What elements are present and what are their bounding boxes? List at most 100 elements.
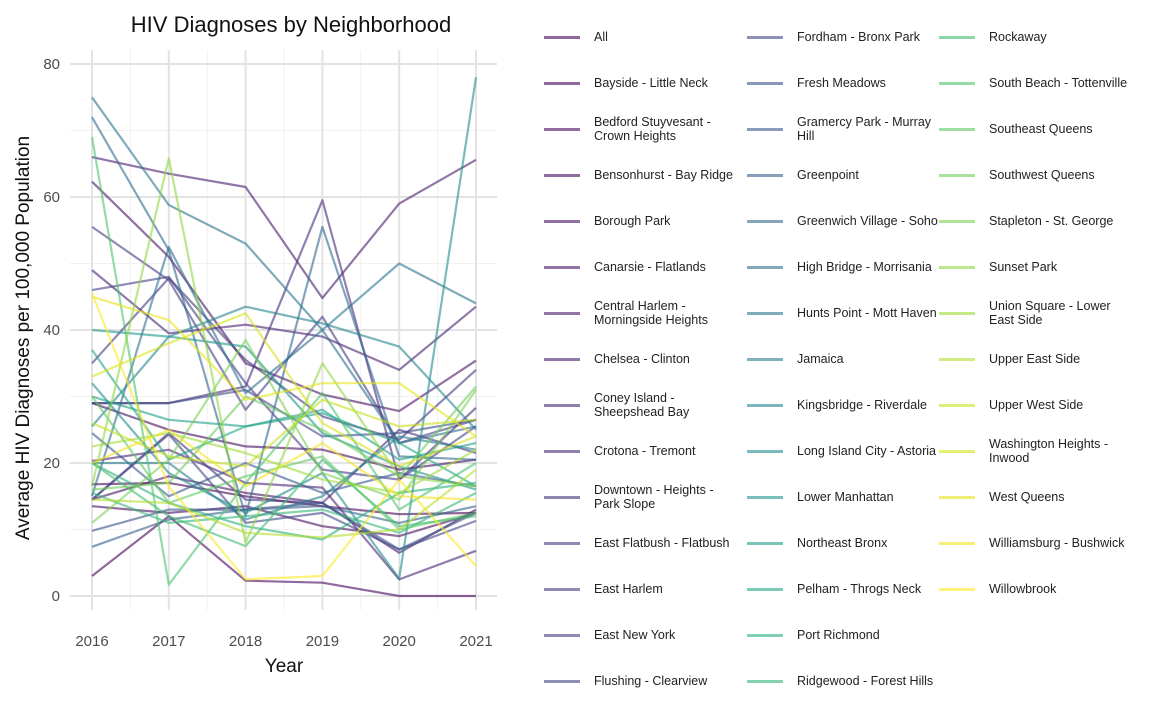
legend-label: Bensonhurst - Bay Ridge <box>594 168 733 182</box>
legend-swatch <box>544 81 580 85</box>
legend-item: Northeast Bronx <box>741 520 941 566</box>
legend-swatch <box>747 495 783 499</box>
series-line <box>91 515 476 598</box>
legend-swatch <box>939 541 975 545</box>
legend-item: Willowbrook <box>933 566 1133 612</box>
series-line <box>90 245 477 497</box>
legend-item: Canarsie - Flatlands <box>538 244 738 290</box>
x-tick-label: 2018 <box>229 633 262 650</box>
legend-label: Bedford Stuyvesant - Crown Heights <box>594 115 711 143</box>
series-line <box>91 180 477 413</box>
series-line <box>91 349 477 488</box>
legend-item: Union Square - Lower East Side <box>933 290 1133 336</box>
series-line <box>91 428 477 501</box>
series-line <box>91 277 477 441</box>
x-axis-label: Year <box>265 656 304 677</box>
legend-item: Chelsea - Clinton <box>538 336 738 382</box>
series-line <box>92 435 477 521</box>
legend-item: Southwest Queens <box>933 152 1133 198</box>
legend-label: Gramercy Park - Murray Hill <box>797 115 932 143</box>
legend-label: Kingsbridge - Riverdale <box>797 398 927 412</box>
y-tick-label: 0 <box>52 588 60 605</box>
legend-item: Upper East Side <box>933 336 1133 382</box>
legend-swatch <box>747 35 783 39</box>
legend-item: Greenpoint <box>741 152 941 198</box>
legend-item: South Beach - Tottenville <box>933 60 1133 106</box>
x-tick-label: 2017 <box>152 633 185 650</box>
legend-swatch <box>544 679 580 683</box>
legend-item: Borough Park <box>538 198 738 244</box>
legend-item: Upper West Side <box>933 382 1133 428</box>
legend-item: Flushing - Clearview <box>538 658 738 704</box>
legend-item: Pelham - Throgs Neck <box>741 566 941 612</box>
legend-swatch <box>544 633 580 637</box>
legend-label: All <box>594 30 608 44</box>
legend-swatch <box>544 449 580 453</box>
legend-swatch <box>747 81 783 85</box>
axes: 2016 2017 2018 2019 2020 2021 0 20 40 60 80 <box>43 56 492 650</box>
legend-item: East Harlem <box>538 566 738 612</box>
legend-label: Canarsie - Flatlands <box>594 260 706 274</box>
legend-label: Borough Park <box>594 214 671 228</box>
legend-label: Union Square - Lower East Side <box>989 299 1111 327</box>
legend-label: Port Richmond <box>797 628 880 642</box>
legend-item: Southeast Queens <box>933 106 1133 152</box>
y-tick-label: 60 <box>43 189 60 206</box>
legend-item: Central Harlem - Morningside Heights <box>538 290 738 336</box>
series-line <box>91 156 477 300</box>
x-tick-label: 2019 <box>306 633 339 650</box>
legend-item: West Queens <box>933 474 1133 520</box>
legend-swatch <box>544 35 580 39</box>
legend-item: Jamaica <box>741 336 941 382</box>
series-line <box>91 398 477 468</box>
legend-label: Williamsburg - Bushwick <box>989 536 1125 550</box>
legend-label: Coney Island - Sheepshead Bay <box>594 391 690 419</box>
legend-label: Flushing - Clearview <box>594 674 708 688</box>
legend-item: Williamsburg - Bushwick <box>933 520 1133 566</box>
legend-swatch <box>939 35 975 39</box>
legend-swatch <box>544 403 580 407</box>
legend-swatch <box>939 311 975 315</box>
legend-swatch <box>747 679 783 683</box>
legend-item: Washington Heights - Inwood <box>933 428 1133 474</box>
legend-label: East Flatbush - Flatbush <box>594 536 730 550</box>
legend-item: East Flatbush - Flatbush <box>538 520 738 566</box>
legend-item: Fresh Meadows <box>741 60 941 106</box>
legend-label: Stapleton - St. George <box>989 214 1114 228</box>
legend-label: Crotona - Tremont <box>594 444 696 458</box>
legend-swatch <box>747 173 783 177</box>
legend-item: Bensonhurst - Bay Ridge <box>538 152 738 198</box>
series-line <box>91 312 477 468</box>
x-tick-label: 2020 <box>383 633 416 650</box>
series-line <box>91 338 477 524</box>
legend-swatch <box>544 495 580 499</box>
series-line <box>91 305 477 431</box>
legend-swatch <box>544 541 580 545</box>
legend-item: Crotona - Tremont <box>538 428 738 474</box>
legend-label: Lower Manhattan <box>797 490 894 504</box>
series-line <box>90 136 477 586</box>
legend-swatch <box>939 173 975 177</box>
series-lines <box>90 77 478 598</box>
legend-swatch <box>544 357 580 361</box>
series-line <box>91 96 477 332</box>
legend-swatch <box>747 127 783 131</box>
legend-label: Sunset Park <box>989 260 1058 274</box>
legend-label: Pelham - Throgs Neck <box>797 582 922 596</box>
x-tick-label: 2021 <box>459 633 492 650</box>
legend-item: Stapleton - St. George <box>933 198 1133 244</box>
legend-item: Long Island City - Astoria <box>741 428 941 474</box>
legend-label: Fordham - Bronx Park <box>797 30 920 44</box>
legend-label: Downtown - Heights - Park Slope <box>594 483 714 511</box>
legend-item: Greenwich Village - Soho <box>741 198 941 244</box>
series-line <box>91 468 477 539</box>
legend-swatch <box>544 311 580 315</box>
y-tick-label: 80 <box>43 56 60 73</box>
series-line <box>91 462 477 541</box>
legend-swatch <box>544 127 580 131</box>
legend-item: Gramercy Park - Murray Hill <box>741 106 941 152</box>
legend-swatch <box>747 311 783 315</box>
legend-swatch <box>939 357 975 361</box>
legend-item: Sunset Park <box>933 244 1133 290</box>
legend-swatch <box>747 633 783 637</box>
